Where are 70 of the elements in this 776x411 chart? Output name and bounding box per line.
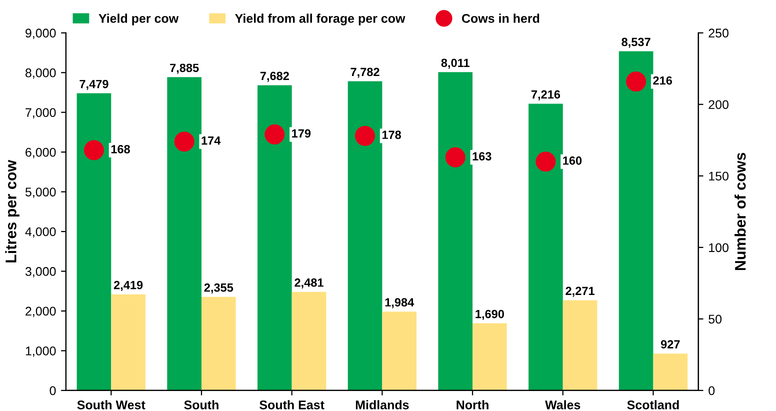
data-label: 168 bbox=[111, 144, 130, 154]
y-tick-label: 0 bbox=[50, 386, 56, 396]
x-tick-label: South East bbox=[260, 400, 324, 410]
y-tick-label: 4,000 bbox=[25, 227, 56, 238]
bar bbox=[618, 51, 654, 390]
bar bbox=[382, 312, 417, 390]
data-label: 7,885 bbox=[170, 64, 199, 74]
legend-label: Yield per cow bbox=[98, 14, 179, 26]
point bbox=[355, 126, 376, 146]
data-label: 2,271 bbox=[566, 286, 594, 297]
data-label: 163 bbox=[472, 152, 492, 160]
data-label: 8,011 bbox=[441, 58, 470, 69]
data-label: 178 bbox=[382, 130, 402, 140]
y-tick-label: 2,000 bbox=[26, 306, 56, 318]
data-label: 179 bbox=[292, 129, 311, 138]
y-tick-label: 5,000 bbox=[25, 188, 56, 198]
y-tick-label: 9,000 bbox=[26, 28, 56, 40]
point bbox=[174, 132, 194, 152]
y2-tick-label: 50 bbox=[708, 314, 722, 324]
y-tick-label: 8,000 bbox=[26, 68, 56, 79]
bar bbox=[438, 72, 473, 390]
y2-tick-label: 200 bbox=[708, 100, 728, 110]
y-tick-label: 7,000 bbox=[26, 108, 56, 118]
point bbox=[536, 152, 556, 172]
data-label: 7,782 bbox=[350, 68, 380, 78]
data-label: 216 bbox=[653, 76, 672, 85]
data-label: 1,690 bbox=[476, 310, 504, 320]
x-tick-label: South bbox=[184, 400, 218, 410]
data-label: 2,355 bbox=[204, 283, 234, 294]
data-label: 8,537 bbox=[622, 38, 650, 48]
bar bbox=[111, 294, 146, 390]
data-label: 7,479 bbox=[80, 80, 108, 90]
x-tick-label: Scotland bbox=[627, 400, 679, 410]
data-label: 160 bbox=[563, 156, 582, 165]
point bbox=[84, 140, 104, 160]
legend-label: Yield from all forage per cow bbox=[235, 14, 406, 26]
data-label: 2,481 bbox=[294, 278, 324, 288]
point bbox=[626, 72, 646, 92]
x-tick-label: Wales bbox=[545, 400, 580, 410]
y2-tick-label: 100 bbox=[709, 243, 728, 252]
y2-tick-label: 0 bbox=[708, 386, 715, 396]
data-label: 2,419 bbox=[114, 280, 143, 291]
data-label: 927 bbox=[660, 340, 680, 349]
bar bbox=[167, 77, 202, 390]
point bbox=[445, 147, 466, 168]
y-tick-label: 6,000 bbox=[26, 148, 56, 158]
bar bbox=[562, 300, 598, 390]
y2-tick-label: 250 bbox=[708, 28, 728, 38]
bar bbox=[472, 323, 507, 390]
bar bbox=[528, 104, 563, 390]
bar bbox=[653, 354, 688, 390]
bar bbox=[76, 93, 112, 390]
data-label: 1,984 bbox=[385, 298, 414, 308]
y2-tick-label: 150 bbox=[709, 172, 728, 181]
bar bbox=[292, 292, 326, 390]
y-axis-title: Litres per cow bbox=[5, 160, 20, 262]
data-label: 174 bbox=[202, 136, 221, 145]
y-tick-label: 1,000 bbox=[26, 346, 56, 357]
y-tick-label: 3,000 bbox=[25, 267, 56, 278]
data-label: 7,682 bbox=[260, 72, 289, 82]
y2-axis-title: Number of cows bbox=[734, 152, 746, 270]
data-label: 7,216 bbox=[531, 90, 560, 100]
x-tick-label: South West bbox=[77, 400, 146, 410]
point bbox=[264, 124, 285, 144]
bar bbox=[258, 85, 292, 390]
x-tick-label: North bbox=[456, 400, 488, 410]
x-tick-label: Midlands bbox=[356, 400, 409, 410]
bar bbox=[348, 81, 382, 390]
legend-label: Cows in herd bbox=[462, 14, 540, 23]
bar bbox=[201, 296, 236, 390]
